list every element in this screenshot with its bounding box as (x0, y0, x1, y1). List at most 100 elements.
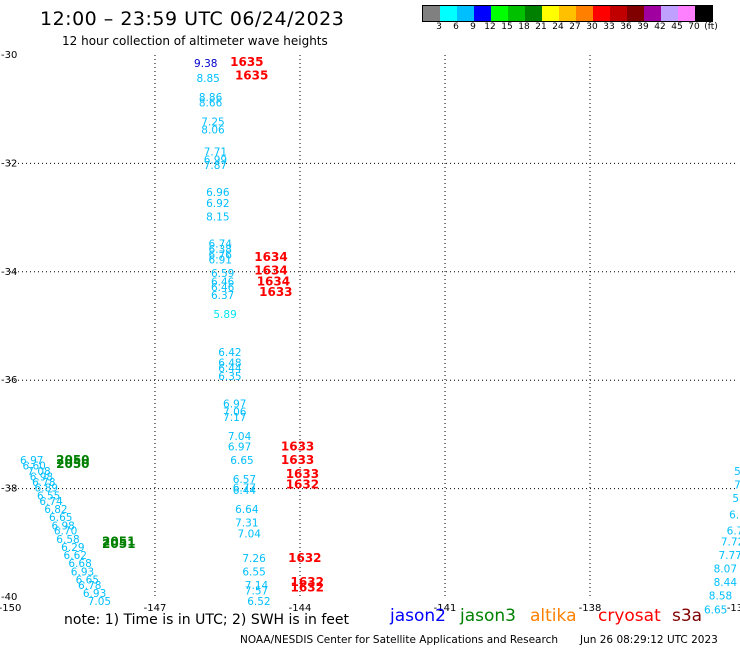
color-legend-label: (ft) (704, 22, 718, 32)
wave-height-label: 7.57 (245, 585, 268, 597)
color-swatch (457, 6, 474, 21)
x-tick-label: -144 (289, 603, 312, 614)
wave-height-label: 7.26 (242, 553, 266, 565)
color-swatch (491, 6, 508, 21)
color-swatch (474, 6, 491, 21)
y-tick-label: -36 (1, 375, 17, 386)
chart-title: 12:00 – 23:59 UTC 06/24/2023 (40, 8, 345, 30)
pass-time-label: 1632 (291, 581, 324, 595)
wave-height-label: 6.46 (211, 282, 235, 294)
wave-height-label: 7 (734, 480, 740, 492)
color-swatch (508, 6, 525, 21)
wave-height-label: 6.93 (83, 588, 106, 600)
wave-height-label: 6.44 (218, 363, 242, 375)
x-tick-label: -147 (144, 603, 167, 614)
wave-height-label: 7.08 (27, 466, 50, 478)
wave-height-label: 6.70 (54, 526, 77, 538)
color-legend-label: 21 (535, 22, 547, 32)
pass-time-label: 2050 (56, 457, 89, 471)
wave-height-label: 6.93 (71, 566, 94, 578)
wave-height-label: 8.66 (199, 97, 223, 109)
wave-height-label: 6.44 (233, 485, 257, 497)
wave-height-label: 6.29 (61, 542, 84, 554)
wave-height-label: 8.07 (714, 564, 737, 576)
color-legend-labels: 3 6 9 12 15 18 21 24 27 30 33 36 39 42 45 70 (ft) (422, 22, 740, 34)
wave-height-label: 6.99 (204, 154, 227, 166)
wave-height-label: 7.04 (228, 431, 252, 443)
wave-height-label: 6.78 (78, 580, 101, 592)
satellite-legend-jason2: jason2 (390, 606, 446, 626)
color-legend-label: 27 (569, 22, 581, 32)
color-legend-label: 9 (470, 22, 476, 32)
wave-height-label: 6.58 (56, 534, 79, 546)
color-swatch (525, 6, 542, 21)
color-legend-label: 15 (501, 22, 513, 32)
color-swatch (695, 6, 712, 21)
wave-height-label: 6.65 (76, 574, 99, 586)
y-tick-label: -40 (1, 592, 17, 603)
wave-height-label: 5.89 (213, 309, 236, 321)
pass-time-label: 1633 (281, 440, 314, 454)
satellite-legend-jason3: jason3 (460, 606, 516, 626)
wave-height-label: 6.7 (729, 509, 740, 521)
y-tick-label: -30 (1, 50, 17, 61)
wave-height-label: 8.06 (201, 125, 225, 137)
y-tick-label: -32 (1, 158, 17, 169)
color-swatch (559, 6, 576, 21)
color-legend-bar (422, 5, 713, 22)
wave-height-label: 6.62 (64, 550, 87, 562)
y-tick-label: -38 (1, 484, 17, 495)
wave-height-label: 7.06 (223, 406, 247, 418)
wave-height-label: 6.55 (37, 490, 60, 502)
wave-height-label: 7.25 (201, 116, 224, 128)
wave-height-label: 6.76 (209, 249, 233, 261)
wave-height-label: 5 (734, 466, 740, 478)
color-legend-label: 33 (603, 22, 615, 32)
wave-height-label: 6.35 (218, 371, 241, 383)
wave-height-label: 6.74 (209, 238, 233, 250)
pass-time-label: 1634 (254, 264, 287, 278)
wave-height-label: 6.42 (218, 347, 241, 359)
color-swatch (678, 6, 695, 21)
wave-height-label: 6.7 (727, 526, 740, 538)
y-tick-label: -34 (1, 267, 17, 278)
chart-subtitle: 12 hour collection of altimeter wave hei… (62, 34, 328, 48)
wave-height-label: 6.98 (30, 471, 53, 483)
wave-height-label: 6.97 (223, 398, 246, 410)
pass-time-label: 1632 (286, 478, 319, 492)
x-tick-label: -138 (579, 603, 602, 614)
wave-height-label: 7.14 (245, 580, 269, 592)
color-legend-label: 6 (453, 22, 459, 32)
satellite-legend-cryosat: cryosat (598, 606, 661, 626)
pass-time-label: 1635 (230, 55, 263, 69)
x-tick-label: -150 (0, 603, 21, 614)
wave-height-label: 6.91 (209, 255, 232, 267)
wave-height-label: 6.48 (218, 358, 241, 370)
wave-height-label: 7.17 (223, 412, 246, 424)
wave-height-label: 6.37 (211, 290, 234, 302)
wave-height-label: 6.89 (35, 482, 58, 494)
color-legend-label: 36 (620, 22, 632, 32)
wave-height-label: 6.74 (39, 496, 63, 508)
color-swatch (423, 6, 440, 21)
wave-height-label: 8.85 (196, 73, 219, 85)
wave-height-label: 8.15 (206, 211, 229, 223)
x-tick-label: -13 (727, 603, 740, 614)
color-legend-label: 18 (518, 22, 530, 32)
wave-height-label: 7.04 (238, 528, 262, 540)
wave-height-label: 6.97 (228, 442, 251, 454)
color-legend-label: 70 (688, 22, 700, 32)
footer-credit: NOAA/NESDIS Center for Satellite Applica… (240, 634, 558, 646)
color-swatch (627, 6, 644, 21)
wave-height-label: 6.97 (20, 455, 43, 467)
footer-timestamp: Jun 26 08:29:12 UTC 2023 (580, 634, 718, 646)
wave-height-label: 6.52 (247, 596, 270, 608)
wave-height-label: 7.72 (721, 537, 740, 549)
wave-height-label: 6.38 (209, 244, 232, 256)
color-legend-label: 3 (436, 22, 442, 32)
satellite-legend-s3a: s3a (672, 606, 703, 626)
wave-height-label: 9.38 (194, 58, 217, 70)
wave-height-label: 7.87 (204, 160, 227, 172)
wave-height-label: 5. (732, 493, 740, 505)
wave-height-label: 6.77 (233, 482, 256, 494)
